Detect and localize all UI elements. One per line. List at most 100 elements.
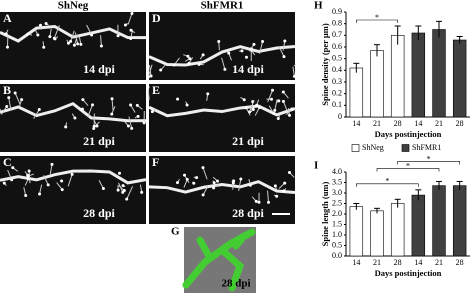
y-tick-label: 0.3: [332, 77, 342, 86]
spine: [254, 107, 260, 116]
spine-head: [99, 44, 103, 48]
spine: [274, 99, 278, 111]
y-tick-label: 4.0: [332, 167, 342, 176]
y-axis-label: Spine length (um): [320, 181, 330, 246]
spine-head: [146, 75, 150, 79]
spine: [147, 87, 150, 100]
spine-head: [70, 172, 74, 176]
x-tick-label: 14: [414, 119, 422, 128]
x-axis-label: Days postinjection: [375, 129, 442, 139]
spine-head: [185, 103, 189, 107]
spine-head: [125, 197, 129, 201]
spine-head: [270, 97, 274, 101]
significance-bracket: [397, 161, 460, 165]
y-tick-label: 0.6: [332, 42, 342, 51]
spine-head: [276, 117, 280, 121]
spine-head: [295, 62, 299, 66]
spine: [202, 167, 208, 180]
spine: [87, 104, 93, 118]
bar: [452, 39, 467, 118]
y-tick-label: 0.9: [332, 7, 342, 16]
panel-label: 21 dpi: [83, 134, 115, 148]
panel-letter: A: [3, 11, 12, 25]
spine-head: [251, 107, 255, 111]
spine: [0, 108, 2, 111]
spine: [259, 41, 264, 54]
spine-head: [252, 42, 256, 46]
dendrite: [0, 24, 147, 43]
spine-head: [281, 90, 285, 94]
x-tick-label: 28: [394, 119, 402, 128]
spine: [238, 178, 242, 191]
spine-head: [76, 42, 80, 46]
x-tick-label: 28: [456, 119, 464, 128]
spine-head: [81, 98, 85, 102]
spine-head: [275, 194, 279, 198]
bar: [370, 210, 384, 257]
bar: [390, 35, 405, 118]
spine-head: [92, 124, 96, 128]
spine: [118, 182, 124, 193]
spine-head: [227, 51, 231, 55]
panel-label: 21 dpi: [232, 134, 264, 148]
column-header: ShNeg: [58, 0, 89, 12]
spine-head: [140, 190, 144, 194]
spine-head: [150, 110, 154, 114]
spine-head: [69, 39, 73, 43]
spine: [14, 92, 21, 104]
spine-head: [48, 35, 52, 39]
significance-bracket: [376, 168, 440, 172]
spine-head: [182, 173, 186, 177]
spine: [70, 30, 75, 42]
spine: [67, 174, 73, 187]
panel-letter: C: [3, 155, 12, 169]
spine-head: [44, 21, 48, 25]
spine-head: [135, 103, 139, 107]
spine-head: [121, 190, 125, 194]
spine-head: [73, 116, 77, 120]
spine-head: [149, 74, 153, 78]
spine-head: [239, 177, 243, 181]
spine-head: [201, 193, 205, 197]
panel-letter: B: [3, 83, 11, 97]
spine: [126, 186, 134, 200]
x-tick-label: 21: [373, 119, 381, 128]
spine-head: [26, 32, 30, 36]
spine: [7, 169, 13, 180]
spine-head: [37, 108, 41, 112]
spine-head: [242, 98, 246, 102]
spine-head: [273, 184, 277, 188]
x-tick-label: 14: [414, 258, 422, 267]
spine-head: [110, 112, 114, 116]
spine-head: [110, 97, 114, 101]
spine-head: [240, 49, 244, 53]
spine-head: [129, 103, 133, 107]
spine-head: [192, 181, 196, 185]
bar: [411, 32, 426, 118]
spine: [202, 185, 209, 196]
spine-head: [123, 23, 127, 27]
spine-head: [248, 110, 252, 114]
spine-head: [287, 170, 291, 174]
spine-head: [38, 23, 42, 27]
spine-head: [244, 55, 248, 59]
spine: [8, 97, 12, 111]
spine-head: [176, 97, 180, 101]
y-tick-label: 0.1: [332, 100, 342, 109]
spine: [221, 57, 226, 70]
spine: [100, 35, 102, 47]
spine-head: [136, 114, 140, 118]
x-tick-label: 21: [435, 258, 443, 267]
spine-head: [60, 179, 64, 183]
spine-head: [50, 162, 54, 166]
spine: [111, 98, 114, 111]
spine-head: [13, 91, 17, 95]
dendrite: [148, 180, 296, 194]
spine-head: [277, 99, 281, 103]
y-axis-label: Spine density (per µm): [320, 23, 330, 106]
bar: [349, 206, 364, 257]
dendrite: [0, 101, 147, 123]
micrograph: [149, 12, 295, 80]
spine: [147, 64, 153, 78]
